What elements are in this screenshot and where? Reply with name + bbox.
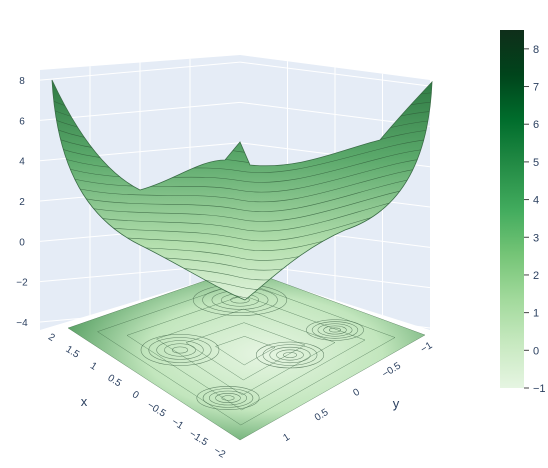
z-tick-label: 8 xyxy=(19,76,25,87)
x-tick-label: 1 xyxy=(88,360,99,373)
floor-contours xyxy=(67,267,426,441)
x-tick-label: 2 xyxy=(46,332,57,345)
colorbar-bar xyxy=(500,30,524,388)
colorbar-tick-label: 0 xyxy=(533,345,539,357)
floor-contour-line xyxy=(140,334,220,366)
surface-contour-line xyxy=(52,166,432,203)
floor-contour-line xyxy=(215,393,241,403)
floor-contour-line xyxy=(262,344,318,366)
colorbar-tick-label: 4 xyxy=(533,195,539,207)
y-tick-label: 1 xyxy=(281,432,292,445)
z-tick-label: −2 xyxy=(16,278,28,289)
x-tick-label: −1 xyxy=(170,416,186,432)
x-tick-label: 1.5 xyxy=(64,344,82,361)
floor-contour-line xyxy=(269,346,311,364)
floor-contour-line xyxy=(276,349,304,361)
x-tick-label: −1.5 xyxy=(187,429,210,449)
floor-contour-line xyxy=(306,319,364,341)
colorbar-tick-label: 7 xyxy=(533,82,539,94)
floor-contour-line xyxy=(148,337,212,363)
floor-contour-line xyxy=(196,386,260,410)
z-tick-label: 6 xyxy=(19,116,25,127)
surface-contour-line xyxy=(52,157,432,193)
surface-mesh xyxy=(51,79,433,301)
floor-contour-line xyxy=(214,336,276,366)
surface-contour-line xyxy=(52,175,432,212)
surface-contour-line xyxy=(52,184,432,222)
colorbar: 8 7 6 5 4 3 2 1 0 −1 xyxy=(500,30,546,395)
y-tick-label: 0.5 xyxy=(313,407,331,424)
y-tick-label: −0.5 xyxy=(380,360,403,380)
colorbar-tick-label: 2 xyxy=(533,270,539,282)
z-tick-label: 4 xyxy=(19,157,25,168)
floor-contour-line xyxy=(329,327,341,333)
floor-contour-line xyxy=(209,390,247,406)
floor-contour-line xyxy=(185,322,306,381)
y-axis-title: y xyxy=(393,396,400,411)
y-tick-label: −1 xyxy=(419,340,435,356)
x-tick-label: −2 xyxy=(212,445,228,461)
x-tick-label: 0.5 xyxy=(106,373,124,390)
floor-contour-line xyxy=(156,340,204,360)
x-tick-label: 0 xyxy=(130,389,141,402)
z-tick-label: 2 xyxy=(19,197,25,208)
surface-contour-line xyxy=(52,194,432,232)
colorbar-tick-label: −1 xyxy=(533,383,546,395)
y-tick-label: 0 xyxy=(351,387,362,400)
surface-contour-line xyxy=(52,147,432,183)
colorbar-tick-label: 8 xyxy=(533,44,539,56)
floor-contour-line xyxy=(126,295,366,411)
floor-contour-line xyxy=(96,281,396,426)
z-axis-ticks: 8 6 4 2 0 −2 −4 xyxy=(16,76,28,329)
floor-contour-line xyxy=(317,323,353,337)
floor-contour-line xyxy=(202,388,254,408)
x-axis-title: x xyxy=(81,394,88,409)
floor-contour-line xyxy=(282,352,298,358)
colorbar-ticks: 8 7 6 5 4 3 2 1 0 −1 xyxy=(524,44,546,395)
colorbar-tick-label: 6 xyxy=(533,119,539,131)
floor-contour-line xyxy=(221,395,235,401)
floor-contour-line xyxy=(164,343,196,357)
colorbar-tick-label: 3 xyxy=(533,232,539,244)
colorbar-tick-label: 5 xyxy=(533,157,539,169)
floor-contour-line xyxy=(171,346,189,354)
floor-contour-line xyxy=(323,325,347,335)
z-tick-label: −4 xyxy=(16,318,28,329)
floor-contour-line xyxy=(311,321,359,339)
z-tick-label: 0 xyxy=(19,237,25,248)
floor-contour-line xyxy=(155,308,336,396)
x-tick-label: −0.5 xyxy=(145,400,168,420)
colorbar-tick-label: 1 xyxy=(533,308,539,320)
floor-contour-line xyxy=(67,267,426,441)
